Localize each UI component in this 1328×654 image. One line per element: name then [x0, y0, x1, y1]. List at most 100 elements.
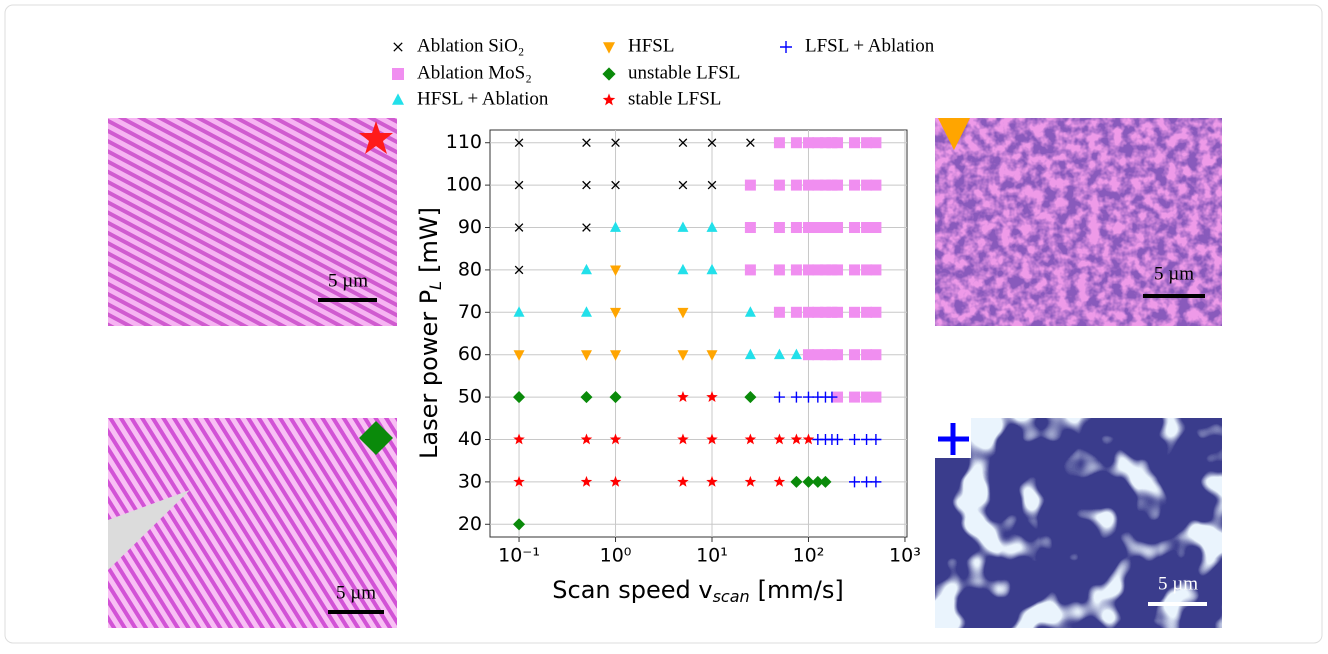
square-marker [832, 349, 844, 361]
plus-marker [849, 433, 861, 445]
legend-label: LFSL + Ablation [805, 35, 935, 56]
diamond-marker [811, 475, 824, 488]
y-tick-label: 50 [458, 386, 482, 408]
square-marker [870, 222, 882, 234]
legend-label: Ablation SiO₂ [417, 35, 524, 56]
x-marker [707, 180, 717, 190]
square-marker [870, 137, 882, 149]
triangle-up-marker [580, 263, 592, 275]
square-marker [819, 264, 831, 276]
y-tick-label: 90 [458, 216, 482, 238]
y-tick-label: 30 [458, 470, 482, 492]
square-marker [870, 306, 882, 318]
triangle-down-marker [610, 265, 622, 276]
square-marker [802, 349, 814, 361]
x-marker [582, 138, 591, 148]
square-marker [773, 264, 785, 276]
square-marker [832, 306, 844, 318]
square-marker [826, 137, 838, 149]
triangle-up-marker [580, 306, 592, 317]
square-marker [773, 137, 785, 149]
square-marker [744, 264, 756, 276]
triangle-down-marker [580, 350, 592, 361]
square-marker [849, 222, 861, 234]
star-marker [677, 433, 689, 445]
square-marker [790, 306, 802, 318]
plus-marker [849, 476, 861, 488]
square-marker [819, 179, 831, 191]
square-marker [773, 179, 785, 191]
square-marker [849, 306, 861, 318]
triangle-down-marker [677, 350, 689, 361]
square-marker [832, 179, 844, 191]
scale-label: 5 µm [1154, 263, 1194, 284]
triangle-down-marker [603, 42, 615, 54]
square-marker [861, 222, 873, 234]
diamond-marker [602, 67, 616, 81]
square-marker [790, 137, 802, 149]
square-marker [832, 137, 844, 149]
square-marker [861, 306, 873, 318]
star-marker [706, 475, 718, 487]
plus-marker [790, 391, 802, 403]
square-marker [826, 349, 838, 361]
x-marker [582, 223, 591, 232]
triangle-down-marker [706, 350, 718, 361]
square-marker [861, 391, 873, 403]
square-marker [790, 179, 802, 191]
y-tick-label: 20 [458, 513, 482, 535]
triangle-up-marker [677, 221, 689, 232]
y-tick-label: 100 [446, 174, 482, 196]
scale-label: 5 µm [328, 270, 368, 291]
diamond-marker [790, 475, 803, 488]
square-marker [826, 306, 838, 318]
x-marker [678, 180, 688, 190]
triangle-down-marker [677, 307, 689, 319]
square-marker [802, 137, 814, 149]
triangle-down-marker [610, 350, 622, 361]
square-marker [870, 264, 882, 276]
square-marker [819, 349, 831, 361]
square-marker [826, 264, 838, 276]
diamond-marker [609, 391, 622, 404]
square-marker [832, 264, 844, 276]
square-marker [870, 349, 882, 361]
diamond-marker [512, 391, 526, 404]
triangle-up-marker [392, 93, 404, 105]
legend-label: HFSL + Ablation [417, 88, 549, 109]
square-marker [802, 179, 814, 191]
square-marker [392, 68, 404, 80]
legend-label: stable LFSL [628, 88, 721, 109]
micrograph: 5 µm [935, 418, 1222, 628]
star-marker [677, 391, 689, 402]
x-marker [514, 223, 524, 232]
square-marker [849, 391, 861, 403]
square-marker [790, 222, 802, 234]
x-tick-label: 10⁻¹ [498, 545, 540, 567]
x-axis-label: Scan speed vscan [mm/s] [552, 576, 843, 606]
star-marker [513, 475, 525, 487]
square-marker [849, 349, 861, 361]
star-marker [677, 475, 689, 487]
square-marker [812, 179, 824, 191]
square-marker [790, 264, 802, 276]
legend-label: HFSL [628, 35, 674, 56]
legend-label: unstable LFSL [628, 62, 740, 83]
plus-marker [861, 433, 873, 445]
triangle-up-marker [744, 348, 756, 360]
square-marker [812, 349, 824, 361]
square-marker [832, 391, 844, 403]
x-tick-label: 10¹ [696, 545, 728, 567]
x-marker [611, 138, 620, 148]
plus-marker [802, 391, 814, 403]
x-tick-label: 10² [793, 545, 825, 567]
square-marker [802, 306, 814, 318]
triangle-up-marker [706, 221, 718, 232]
y-tick-label: 80 [458, 258, 482, 280]
plus-marker [773, 391, 785, 403]
star-marker [602, 93, 616, 106]
square-marker [812, 306, 824, 318]
square-marker [819, 137, 831, 149]
triangle-down-marker [513, 350, 525, 361]
